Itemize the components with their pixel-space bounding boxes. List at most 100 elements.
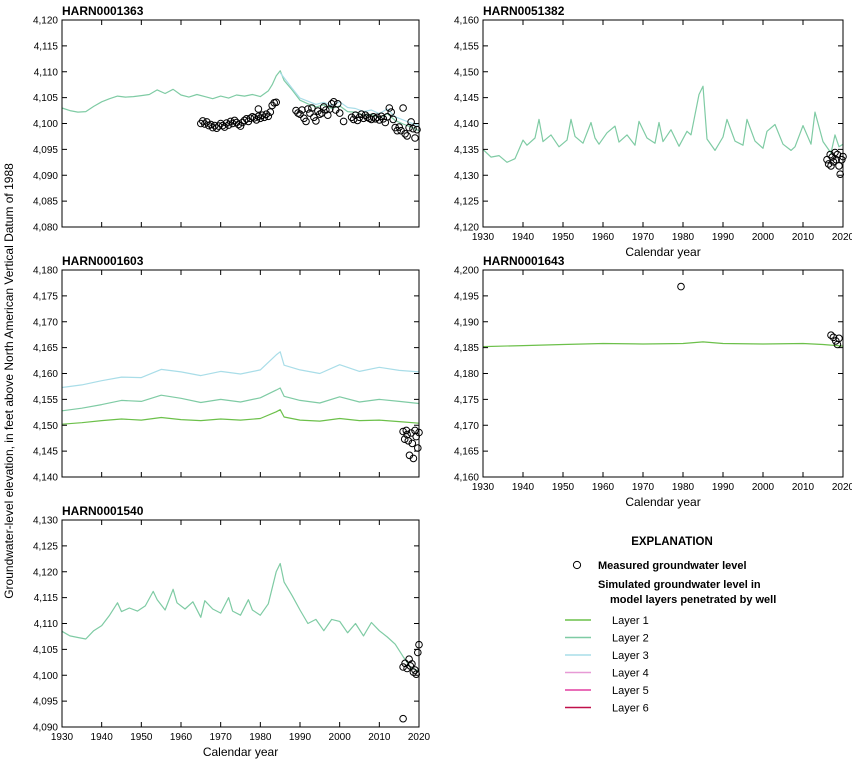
measured-point bbox=[266, 108, 275, 116]
measured-point bbox=[399, 663, 407, 671]
measured-point bbox=[406, 662, 415, 670]
legend-simulated-label-2: model layers penetrated by well bbox=[610, 594, 776, 606]
y-tick-label: 4,105 bbox=[33, 645, 58, 656]
measured-point bbox=[385, 104, 394, 112]
measured-point bbox=[404, 437, 413, 445]
measured-point bbox=[824, 160, 833, 168]
legend-measured-label: Measured groundwater level bbox=[598, 560, 747, 572]
measured-point bbox=[304, 105, 312, 113]
series-line-layer-3 bbox=[61, 351, 420, 389]
y-tick-label: 4,085 bbox=[33, 197, 58, 208]
x-tick-label: 2000 bbox=[752, 232, 775, 243]
legend-label-layer-2: Layer 2 bbox=[612, 633, 649, 645]
measured-point bbox=[322, 106, 330, 114]
x-tick-label: 2020 bbox=[408, 732, 431, 743]
x-tick-label: 2000 bbox=[329, 732, 352, 743]
measured-point bbox=[414, 444, 422, 452]
panel-title: HARN0051382 bbox=[483, 4, 565, 18]
y-tick-label: 4,175 bbox=[33, 291, 58, 302]
x-tick-label: 1950 bbox=[130, 732, 153, 743]
panel-HARN0051382: HARN0051382 4,120 4,125 4,130 4,135 4,140 4,14… bbox=[454, 4, 852, 259]
measured-point bbox=[411, 666, 419, 674]
measured-point bbox=[831, 148, 839, 157]
measured-point bbox=[222, 119, 231, 127]
legend-label-layer-5: Layer 5 bbox=[612, 685, 649, 697]
y-tick-label: 4,150 bbox=[454, 67, 479, 78]
x-tick-label: 1930 bbox=[472, 482, 495, 493]
measured-point bbox=[329, 98, 338, 106]
x-tick-label: 1970 bbox=[210, 732, 233, 743]
legend-layers: Layer 1 Layer 2 Layer 3 Layer 4 Layer 5 Layer… bbox=[565, 615, 649, 715]
x-tick-label: 2020 bbox=[832, 232, 852, 243]
legend-label-layer-1: Layer 1 bbox=[612, 615, 649, 627]
x-tick-label: 1950 bbox=[552, 482, 575, 493]
x-tick-label: 1940 bbox=[512, 482, 535, 493]
measured-point bbox=[395, 123, 404, 131]
x-tick-label: 1970 bbox=[632, 232, 655, 243]
panel-HARN0001540: HARN0001540 4,090 4,095 4,100 4,105 4,110 4,11… bbox=[33, 504, 431, 759]
x-tick-label: 1930 bbox=[51, 732, 74, 743]
measured-point bbox=[379, 115, 388, 123]
measured-point bbox=[357, 110, 366, 118]
x-axis-label: Calendar year bbox=[203, 745, 278, 759]
panel-title: HARN0001603 bbox=[62, 254, 144, 268]
x-tick-label: 1980 bbox=[249, 732, 272, 743]
y-tick-label: 4,090 bbox=[33, 723, 58, 734]
measured-point bbox=[254, 105, 263, 113]
measured-point bbox=[411, 134, 419, 142]
panels: HARN0001363 4,080 4,085 4,090 4,095 4,100 4,10… bbox=[33, 4, 852, 759]
x-tick-label: 1930 bbox=[472, 232, 495, 243]
measured-point bbox=[400, 435, 409, 444]
y-tick-label: 4,105 bbox=[33, 93, 58, 104]
measured-point bbox=[407, 429, 415, 437]
measured-point bbox=[308, 104, 316, 112]
measured-point bbox=[296, 110, 304, 118]
series-line-layer-2 bbox=[61, 70, 420, 132]
x-tick-label: 2000 bbox=[752, 482, 775, 493]
y-tick-label: 4,135 bbox=[454, 145, 479, 156]
y-tick-label: 4,140 bbox=[454, 119, 479, 130]
x-axis-label: Calendar year bbox=[625, 245, 700, 259]
measured-point bbox=[254, 112, 263, 121]
y-tick-label: 4,195 bbox=[454, 291, 479, 302]
y-tick-label: 4,155 bbox=[454, 41, 479, 52]
plot-frame bbox=[61, 19, 420, 228]
y-tick-label: 4,120 bbox=[454, 223, 479, 234]
measured-point bbox=[409, 124, 417, 133]
x-tick-label: 1950 bbox=[552, 232, 575, 243]
measured-point bbox=[201, 120, 209, 128]
y-tick-label: 4,115 bbox=[34, 41, 59, 52]
y-tick-label: 4,165 bbox=[33, 343, 58, 354]
x-tick-label: 1940 bbox=[512, 232, 535, 243]
series-line-layer-1 bbox=[61, 409, 420, 425]
measured-point bbox=[387, 108, 396, 116]
measured-point bbox=[302, 117, 310, 126]
y-tick-label: 4,145 bbox=[33, 447, 58, 458]
measured-point bbox=[220, 123, 229, 131]
x-tick-label: 1980 bbox=[672, 232, 695, 243]
measured-point bbox=[369, 113, 378, 121]
plot-frame bbox=[482, 269, 844, 478]
series-line-layer-2 bbox=[61, 562, 420, 672]
series-line-layer-2 bbox=[482, 85, 844, 163]
y-tick-label: 4,180 bbox=[33, 266, 58, 277]
measured-point bbox=[413, 125, 421, 134]
measured-point bbox=[335, 109, 344, 117]
panel-title: HARN0001540 bbox=[62, 504, 144, 518]
y-tick-label: 4,160 bbox=[454, 473, 479, 484]
measured-point bbox=[224, 121, 233, 129]
series-line-layer-2 bbox=[61, 387, 420, 412]
y-tick-label: 4,110 bbox=[34, 67, 59, 78]
y-tick-label: 4,095 bbox=[33, 697, 58, 708]
x-tick-label: 1970 bbox=[632, 482, 655, 493]
measured-point bbox=[236, 122, 245, 130]
measured-point bbox=[298, 106, 306, 114]
y-tick-label: 4,185 bbox=[454, 343, 479, 354]
y-tick-label: 4,175 bbox=[454, 395, 479, 406]
y-tick-label: 4,120 bbox=[33, 16, 58, 27]
measured-point bbox=[399, 714, 407, 723]
measured-point bbox=[203, 118, 211, 126]
y-tick-label: 4,155 bbox=[33, 395, 58, 406]
x-tick-label: 1990 bbox=[712, 482, 735, 493]
